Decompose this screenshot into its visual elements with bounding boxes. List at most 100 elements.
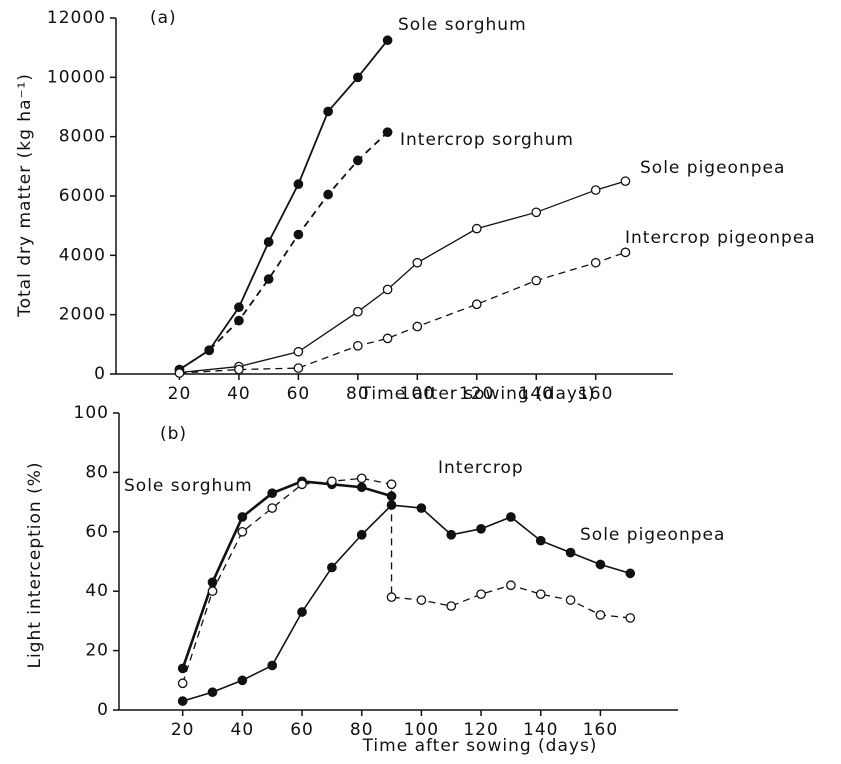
y-axis-label: Total dry matter (kg ha⁻¹) bbox=[15, 73, 35, 318]
data-point bbox=[323, 106, 333, 117]
series-line bbox=[182, 504, 631, 702]
series-line bbox=[181, 479, 392, 669]
data-point bbox=[207, 577, 218, 588]
series-label: Sole pigeonpea bbox=[580, 525, 725, 545]
data-point bbox=[297, 607, 307, 617]
y-tick-label: 12000 bbox=[47, 8, 106, 28]
x-tick-label: 20 bbox=[171, 720, 195, 740]
y-tick-label: 10000 bbox=[47, 67, 106, 87]
data-point bbox=[323, 189, 333, 200]
data-point bbox=[234, 302, 244, 313]
series-label: Sole sorghum bbox=[124, 476, 253, 496]
y-tick-label: 6000 bbox=[59, 186, 106, 206]
data-point bbox=[352, 72, 363, 83]
x-tick-label: 20 bbox=[168, 384, 192, 404]
data-point bbox=[620, 176, 631, 187]
series-line bbox=[182, 477, 631, 684]
data-point bbox=[625, 613, 636, 623]
y-tick-label: 100 bbox=[74, 403, 109, 423]
data-point bbox=[207, 586, 218, 597]
data-point bbox=[382, 35, 393, 46]
y-tick-label: 8000 bbox=[59, 127, 106, 147]
data-point bbox=[531, 207, 542, 218]
panel-label: (b) bbox=[160, 424, 187, 444]
data-point bbox=[590, 257, 601, 268]
x-tick-label: 80 bbox=[350, 720, 374, 740]
x-axis-label: Time after sowing (days) bbox=[362, 736, 598, 756]
x-axis-label: Time after sowing (days) bbox=[360, 384, 596, 404]
x-tick-label: 120 bbox=[463, 720, 498, 740]
data-point bbox=[416, 503, 427, 513]
data-point bbox=[352, 155, 363, 166]
series-line bbox=[179, 180, 626, 374]
x-tick-label: 60 bbox=[287, 384, 311, 404]
series-line bbox=[179, 251, 626, 374]
data-point bbox=[177, 696, 188, 706]
data-point bbox=[382, 333, 393, 344]
data-point bbox=[476, 589, 486, 600]
y-tick-label: 4000 bbox=[59, 245, 106, 265]
data-point bbox=[506, 512, 516, 522]
data-point bbox=[590, 185, 601, 195]
data-point bbox=[625, 568, 636, 579]
data-point bbox=[386, 592, 397, 602]
series-label: Sole pigeonpea bbox=[640, 158, 785, 178]
data-point bbox=[327, 562, 337, 573]
y-tick-label: 80 bbox=[85, 462, 109, 482]
data-point bbox=[476, 523, 486, 534]
data-point bbox=[204, 345, 215, 356]
data-point bbox=[263, 274, 274, 284]
data-point bbox=[237, 512, 248, 522]
series-label: Sole sorghum bbox=[398, 15, 527, 35]
data-point bbox=[471, 223, 482, 234]
data-point bbox=[237, 526, 248, 537]
data-point bbox=[293, 363, 304, 373]
data-point bbox=[595, 559, 606, 570]
data-point bbox=[177, 663, 188, 674]
x-tick-label: 120 bbox=[459, 384, 494, 404]
data-point bbox=[356, 473, 367, 484]
data-point bbox=[267, 503, 278, 513]
y-axis-label: Light interception (%) bbox=[25, 461, 45, 668]
series-label: Intercrop bbox=[438, 458, 524, 478]
data-point bbox=[531, 275, 542, 286]
data-point bbox=[412, 321, 423, 332]
data-point bbox=[293, 346, 304, 357]
data-point bbox=[356, 482, 367, 493]
x-tick-label: 160 bbox=[583, 720, 618, 740]
data-point bbox=[237, 675, 248, 686]
x-tick-label: 160 bbox=[578, 384, 613, 404]
data-point bbox=[293, 229, 304, 240]
x-tick-label: 140 bbox=[519, 384, 554, 404]
x-tick-label: 100 bbox=[400, 384, 435, 404]
y-tick-label: 60 bbox=[85, 522, 109, 542]
series-label: Intercrop sorghum bbox=[400, 130, 574, 150]
data-point bbox=[293, 179, 304, 189]
data-point bbox=[207, 687, 218, 698]
series-line bbox=[178, 131, 389, 371]
axes bbox=[115, 18, 673, 375]
y-tick-label: 20 bbox=[85, 641, 109, 661]
data-point bbox=[535, 589, 546, 600]
x-tick-label: 40 bbox=[231, 720, 255, 740]
data-point bbox=[446, 529, 457, 540]
x-tick-label: 40 bbox=[227, 384, 251, 404]
x-tick-label: 60 bbox=[290, 720, 314, 740]
data-point bbox=[535, 535, 546, 546]
x-tick-label: 100 bbox=[404, 720, 439, 740]
data-point bbox=[416, 595, 427, 605]
data-point bbox=[565, 595, 576, 605]
y-tick-label: 0 bbox=[97, 700, 109, 720]
data-point bbox=[412, 257, 423, 268]
data-point bbox=[327, 476, 337, 487]
x-tick-label: 80 bbox=[346, 384, 370, 404]
data-point bbox=[297, 479, 307, 490]
y-tick-label: 2000 bbox=[59, 305, 106, 325]
data-point bbox=[446, 601, 457, 611]
series-label: Intercrop pigeonpea bbox=[625, 228, 816, 248]
data-point bbox=[267, 488, 278, 499]
series-line bbox=[178, 39, 389, 371]
data-point bbox=[234, 364, 244, 375]
data-point bbox=[174, 368, 185, 378]
data-point bbox=[471, 299, 482, 310]
